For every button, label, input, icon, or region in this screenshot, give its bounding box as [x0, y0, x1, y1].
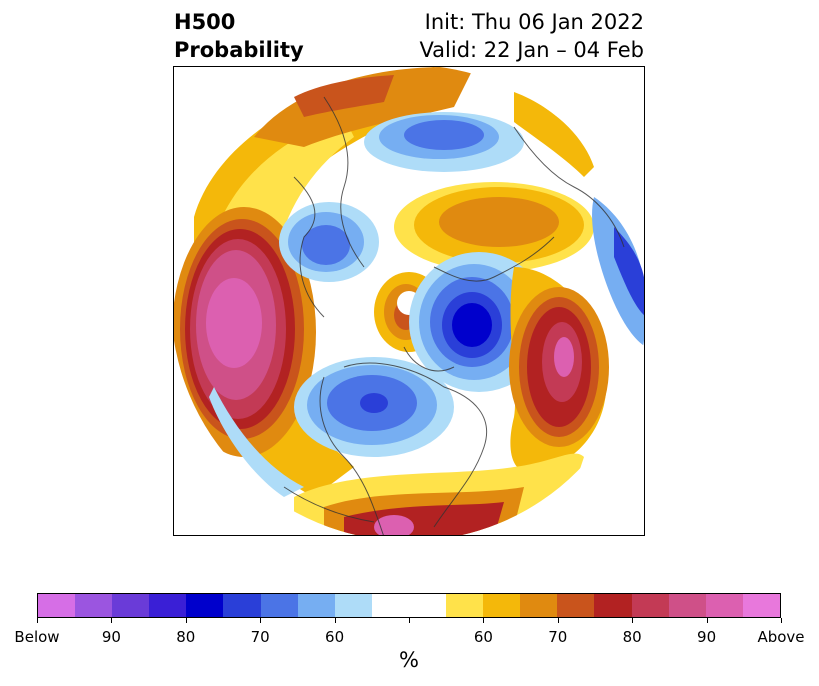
colorbar-tick-mark [409, 618, 410, 623]
colorbar-tick-label: 60 [473, 628, 493, 646]
colorbar-segment [149, 594, 187, 617]
polar-projection-map [174, 67, 644, 535]
colorbar-tick-mark [557, 618, 559, 623]
colorbar-segment [223, 594, 261, 617]
colorbar-tick-mark [37, 618, 38, 623]
colorbar-tick-label: 90 [101, 628, 121, 646]
colorbar-tick-label: Above [757, 628, 805, 646]
colorbar-tick-mark [334, 618, 336, 623]
colorbar-segment [186, 594, 224, 617]
colorbar-segment [260, 594, 298, 617]
colorbar-segment [668, 594, 706, 617]
colorbar-segment [557, 594, 595, 617]
colorbar-segment [446, 594, 484, 617]
colorbar-segment [334, 594, 372, 617]
colorbar-tick-mark [632, 618, 634, 623]
colorbar-unit-label: % [399, 648, 419, 672]
colorbar-segment [38, 594, 76, 617]
colorbar-tick-mark [483, 618, 485, 623]
colorbar-tick-mark [185, 618, 187, 623]
title-variable: H500 [174, 10, 236, 34]
colorbar-segment [705, 594, 743, 617]
map-title-left: H500 Probability [174, 8, 304, 64]
colorbar-tick-label: 70 [250, 628, 270, 646]
colorbar-segment [631, 594, 669, 617]
probability-colorbar [37, 593, 781, 618]
title-product: Probability [174, 38, 304, 62]
colorbar-segment [112, 594, 150, 617]
colorbar-tick-label: 80 [176, 628, 196, 646]
colorbar-tick-label: 70 [548, 628, 568, 646]
colorbar-tick-mark [111, 618, 113, 623]
colorbar-tick-label: Below [14, 628, 60, 646]
colorbar-segment [742, 594, 780, 617]
colorbar-tick-label: 60 [325, 628, 345, 646]
colorbar-segment [594, 594, 632, 617]
colorbar-tick-mark [260, 618, 262, 623]
colorbar-tick-mark [706, 618, 708, 623]
colorbar-segment [297, 594, 335, 617]
colorbar-tick-mark [781, 618, 782, 623]
colorbar-segment [408, 594, 447, 617]
valid-period-label: Valid: 22 Jan – 04 Feb [419, 38, 644, 62]
colorbar-tick-label: 90 [697, 628, 717, 646]
colorbar-segment [520, 594, 558, 617]
colorbar-segment [483, 594, 521, 617]
init-time-label: Init: Thu 06 Jan 2022 [424, 10, 644, 34]
map-title-right: Init: Thu 06 Jan 2022 Valid: 22 Jan – 04… [419, 8, 644, 64]
colorbar-tick-label: 80 [622, 628, 642, 646]
colorbar-segment [75, 594, 113, 617]
colorbar-segment [371, 594, 409, 617]
probability-map [173, 66, 645, 536]
